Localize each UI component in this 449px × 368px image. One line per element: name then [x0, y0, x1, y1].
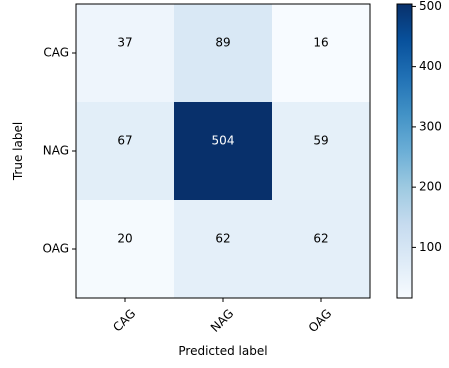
x-axis-title: Predicted label	[178, 344, 267, 358]
cell-value-label: 37	[117, 36, 132, 50]
cell-value-label: 62	[215, 232, 230, 246]
x-tick-label: NAG	[208, 306, 236, 334]
colorbar-gradient	[397, 4, 412, 298]
colorbar-tick-label: 300	[419, 119, 442, 133]
x-tick-label: CAG	[110, 306, 138, 334]
x-axis-ticks: CAG NAG OAG	[110, 298, 334, 335]
colorbar: 100 200 300 400 500	[396, 0, 442, 299]
y-axis-ticks: CAG NAG OAG	[42, 46, 76, 256]
heatmap-cells	[76, 4, 371, 299]
cell-value-label: 62	[313, 232, 328, 246]
colorbar-frame	[396, 3, 413, 299]
y-tick-label: NAG	[43, 144, 69, 158]
y-tick-label: CAG	[43, 46, 69, 60]
heatmap-cell-cag-oag	[272, 4, 371, 103]
heatmap-cell-oag-nag	[174, 200, 273, 299]
cell-value-label: 67	[117, 134, 132, 148]
cell-value-label: 20	[117, 232, 132, 246]
colorbar-tick-label: 200	[419, 180, 442, 194]
cell-value-label: 504	[212, 134, 235, 148]
cell-value-label: 59	[313, 134, 328, 148]
colorbar-tick-label: 500	[419, 0, 442, 13]
heatmap-cell-oag-oag	[272, 200, 371, 299]
heatmap-cell-cag-cag	[76, 4, 175, 103]
cell-value-labels: 37 89 16 67 504 59 20 62 62	[117, 36, 328, 246]
heatmap-cell-nag-nag	[174, 102, 273, 201]
heatmap-cell-oag-cag	[76, 200, 175, 299]
colorbar-ticks: 100 200 300 400 500	[412, 0, 442, 254]
x-tick-label: OAG	[306, 306, 335, 335]
cell-value-label: 89	[215, 36, 230, 50]
cell-value-label: 16	[313, 36, 328, 50]
heatmap-cell-nag-oag	[272, 102, 371, 201]
colorbar-tick-label: 400	[419, 59, 442, 73]
heatmap-cell-nag-cag	[76, 102, 175, 201]
heatmap-cell-cag-nag	[174, 4, 273, 103]
y-tick-label: OAG	[42, 242, 69, 256]
y-axis-title: True label	[11, 122, 25, 181]
colorbar-tick-label: 100	[419, 240, 442, 254]
